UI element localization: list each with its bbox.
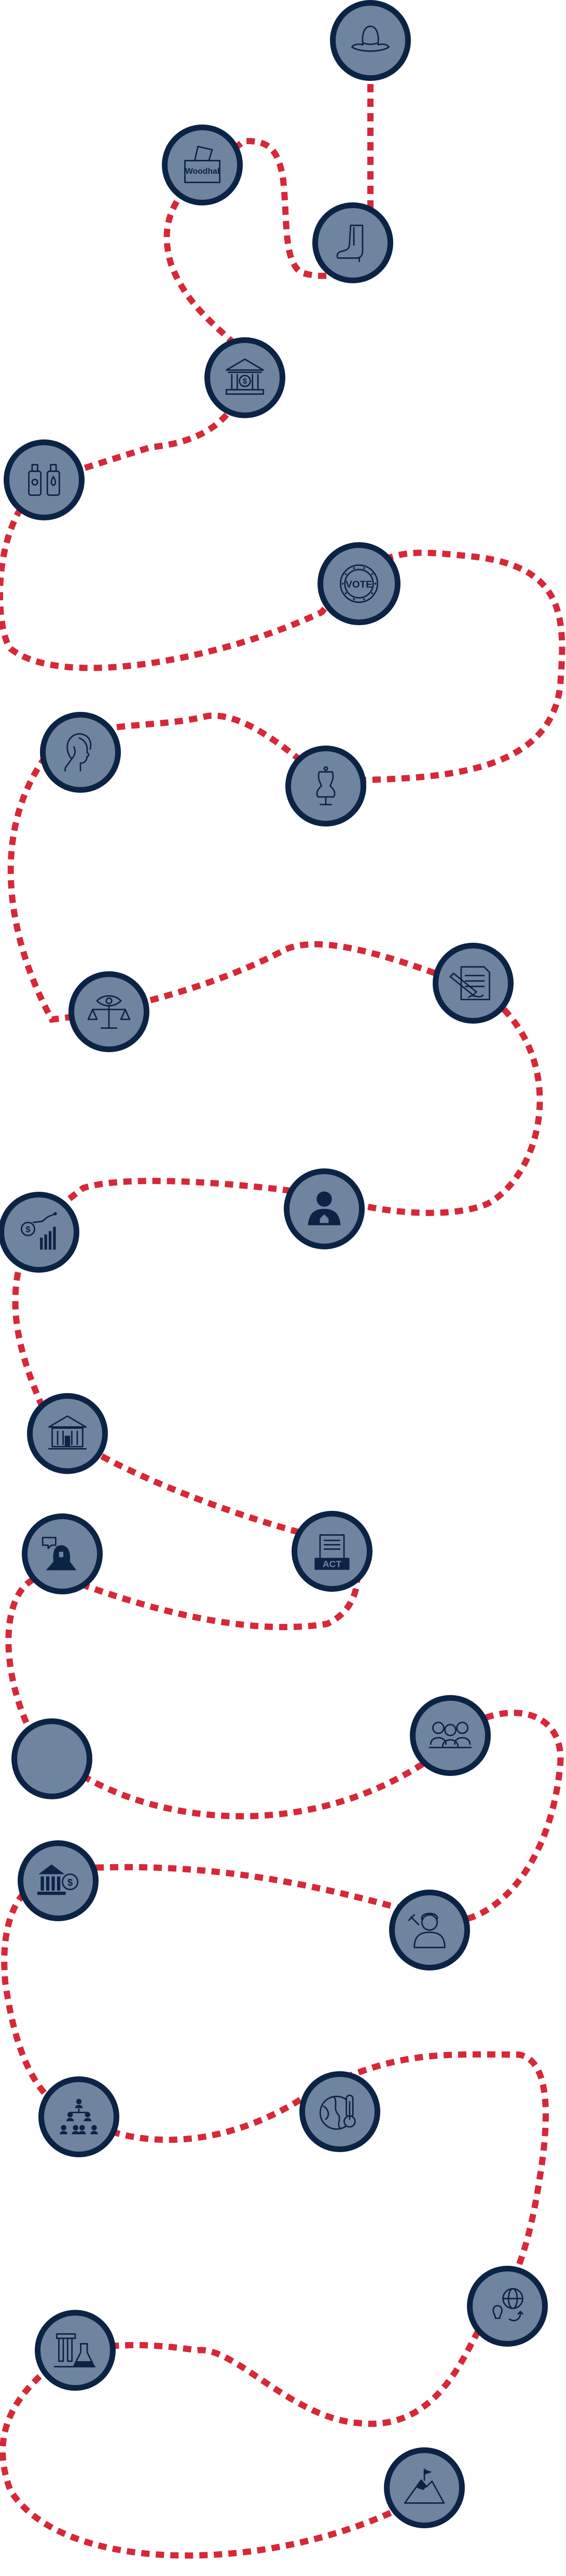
node-science: [35, 2310, 116, 2391]
node-speaker: [22, 1513, 103, 1594]
act-document-icon: ACT: [314, 1534, 350, 1570]
money-growth-chart-icon: $: [21, 1212, 57, 1250]
node-blank: [11, 1718, 92, 1799]
global-idea-icon: [492, 2288, 523, 2322]
node-dress: [285, 746, 366, 826]
group-of-women-icon: [429, 1721, 472, 1748]
node-scales: [68, 971, 149, 1052]
node-bank: $: [204, 337, 285, 418]
node-hat: [330, 0, 411, 81]
node-bank-money: $: [18, 1840, 99, 1921]
node-judge: [389, 1890, 470, 1971]
node-org-chart: [38, 2076, 119, 2157]
globe-thermometer-icon: [319, 2095, 356, 2130]
node-bottles: [4, 439, 85, 520]
node-signing: [433, 943, 514, 1024]
vote-badge-icon: VOTE: [339, 564, 379, 603]
scales-eye-icon: [87, 995, 131, 1029]
node-group: [410, 1695, 491, 1776]
vote-badge-label: VOTE: [346, 579, 372, 590]
node-woman: [40, 712, 121, 793]
document-signing-icon: [449, 966, 490, 1000]
node-institution: [27, 1393, 108, 1474]
ballot-box-icon: Woodhal: [184, 145, 220, 183]
timeline-path: [0, 40, 565, 2559]
woman-profile-icon: [64, 733, 92, 772]
node-climate: [299, 2071, 380, 2152]
boot-icon: [336, 225, 364, 263]
node-boot: [312, 202, 393, 283]
judge-woman-icon: [408, 1912, 446, 1948]
organization-chart-icon: [60, 2099, 98, 2134]
node-global-ideas: [467, 2266, 548, 2347]
woman-speaking-icon: [42, 1537, 77, 1571]
bank-dollar-icon: $: [225, 358, 265, 395]
svg-text:$: $: [243, 378, 247, 386]
svg-text:$: $: [67, 1877, 73, 1888]
node-banker-woman: [284, 1168, 365, 1249]
node-ballot: Woodhal: [162, 125, 243, 205]
hat-icon: [351, 25, 390, 52]
institution-building-icon: [48, 1415, 87, 1450]
bank-money-icon: $: [37, 1864, 79, 1895]
bottles-icon: [28, 464, 60, 496]
nodes-layer: Woodhal $ VOTE $ ACT $: [0, 0, 548, 2528]
node-growth: $: [0, 1192, 79, 1273]
node-summit: [384, 2447, 465, 2528]
act-label: ACT: [323, 1559, 342, 1569]
svg-text:$: $: [25, 1224, 31, 1234]
node-vote: VOTE: [317, 542, 401, 625]
woman-banker-icon: [308, 1191, 341, 1225]
mountain-summit-icon: [404, 2468, 445, 2504]
node-act: ACT: [292, 1511, 372, 1592]
ballot-box-label: Woodhal: [185, 167, 219, 176]
dress-form-icon: [316, 766, 336, 806]
lab-flasks-icon: [53, 2333, 96, 2367]
